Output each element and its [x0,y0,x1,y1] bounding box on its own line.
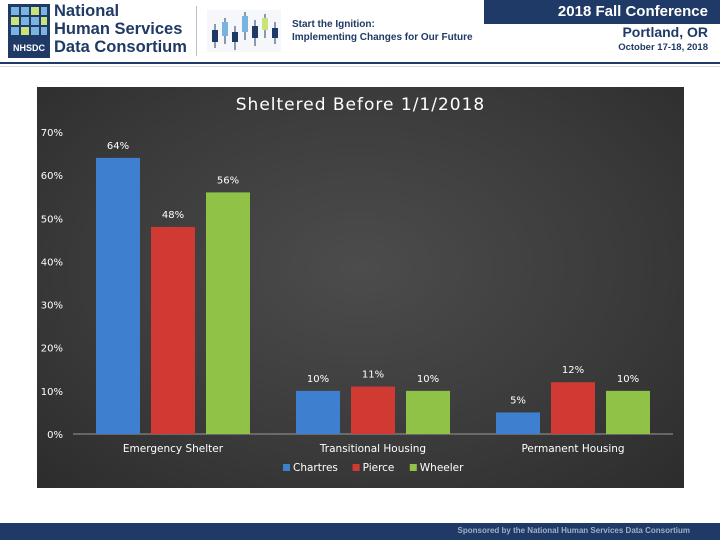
data-label: 56% [217,175,239,186]
org-name-line-2: Human Services [54,20,183,38]
category-label: Emergency Shelter [123,443,224,455]
data-label: 48% [162,210,184,221]
bar-pierce [151,226,195,434]
data-label: 12% [562,365,584,376]
chart-panel: Sheltered Before 1/1/2018 0% 10% 20% 30% 40%… [37,87,684,488]
bar-wheeler [406,390,450,434]
y-tick-label: 10% [41,387,63,398]
bar-wheeler [606,390,650,434]
y-tick-label: 0% [47,430,63,441]
conference-dates: October 17-18, 2018 [618,42,708,53]
tagline-line-1: Start the Ignition: [292,19,375,30]
conference-title-box: 2018 Fall Conference [484,0,720,24]
data-label: 11% [362,370,384,381]
bar-chartres [96,157,140,434]
bar-chartres [296,390,340,434]
y-tick-label: 70% [41,128,63,139]
bar-pierce [551,382,595,434]
y-tick-label: 50% [41,214,63,225]
chart-title: Sheltered Before 1/1/2018 [235,95,486,115]
y-tick-label: 30% [41,301,63,312]
footer-text: Sponsored by the National Human Services… [457,526,691,535]
conference-banner: NHSDC National Human Services Data Conso… [0,0,720,64]
y-tick-label: 40% [41,257,63,268]
data-label: 10% [307,374,329,385]
banner-divider [196,6,197,56]
category-label: Permanent Housing [521,443,624,455]
data-label: 10% [617,374,639,385]
conference-title: 2018 Fall Conference [557,3,708,20]
candlestick-art-icon [207,10,281,52]
data-label: 64% [107,141,129,152]
header-rule [0,66,720,67]
data-label: 10% [417,374,439,385]
y-tick-label: 20% [41,344,63,355]
bar-pierce [351,386,395,434]
legend-label-chartres: Chartres [293,462,338,474]
y-tick-label: 60% [41,171,63,182]
conference-city: Portland, OR [622,24,708,40]
footer-bar: Sponsored by the National Human Services… [0,523,720,540]
bar-wheeler [206,192,250,434]
legend-swatch-chartres [283,464,290,471]
legend-label-wheeler: Wheeler [420,462,464,474]
org-name: National Human Services Data Consortium [54,2,194,56]
bar-chart: 0% 10% 20% 30% 40% 50% 60% 70% 64% 48% 56% Emergenc… [41,128,673,474]
category-label: Transitional Housing [319,443,426,455]
org-name-line-1: National [54,2,120,20]
org-name-line-3: Data Consortium [54,38,187,56]
data-label: 5% [510,395,526,406]
logo-text: NHSDC [13,43,46,53]
conference-tagline: Start the Ignition: Implementing Changes… [292,18,473,44]
bar-chartres [496,412,540,434]
legend-swatch-pierce [352,464,360,471]
tagline-line-2: Implementing Changes for Our Future [292,32,473,43]
legend-swatch-wheeler [409,464,417,471]
legend-label-pierce: Pierce [363,462,395,474]
nhsdc-logo-icon: NHSDC [8,4,50,58]
